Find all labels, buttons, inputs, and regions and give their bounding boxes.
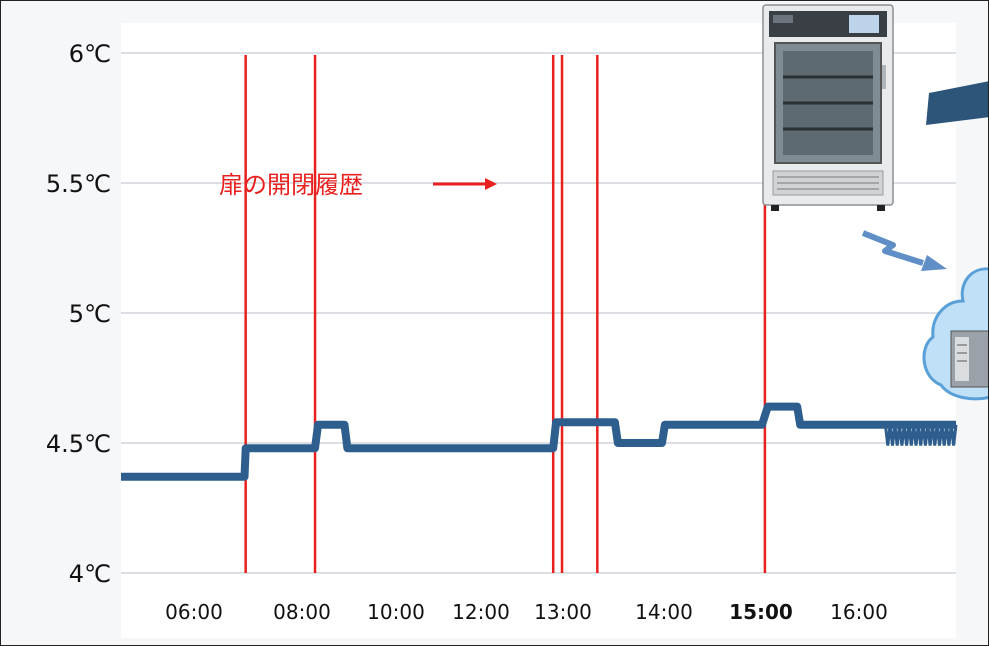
- x-tick-label: 08:00: [273, 600, 331, 624]
- x-tick-label: 14:00: [635, 600, 693, 624]
- x-tick-label: 06:00: [165, 600, 223, 624]
- refrigerator-icon: [763, 5, 893, 211]
- x-tick-label: 10:00: [367, 600, 425, 624]
- y-tick-label: 5.5℃: [46, 170, 111, 198]
- x-tick-label: 15:00: [729, 600, 793, 624]
- door-history-annotation: 扉の開閉履歴: [219, 171, 363, 199]
- y-tick-label: 5℃: [69, 300, 111, 328]
- y-tick-label: 4.5℃: [46, 430, 111, 458]
- x-tick-label: 12:00: [452, 600, 510, 624]
- y-tick-label: 6℃: [69, 40, 111, 68]
- x-tick-label: 13:00: [534, 600, 592, 624]
- x-tick-label: 16:00: [830, 600, 888, 624]
- y-tick-label: 4℃: [69, 560, 111, 588]
